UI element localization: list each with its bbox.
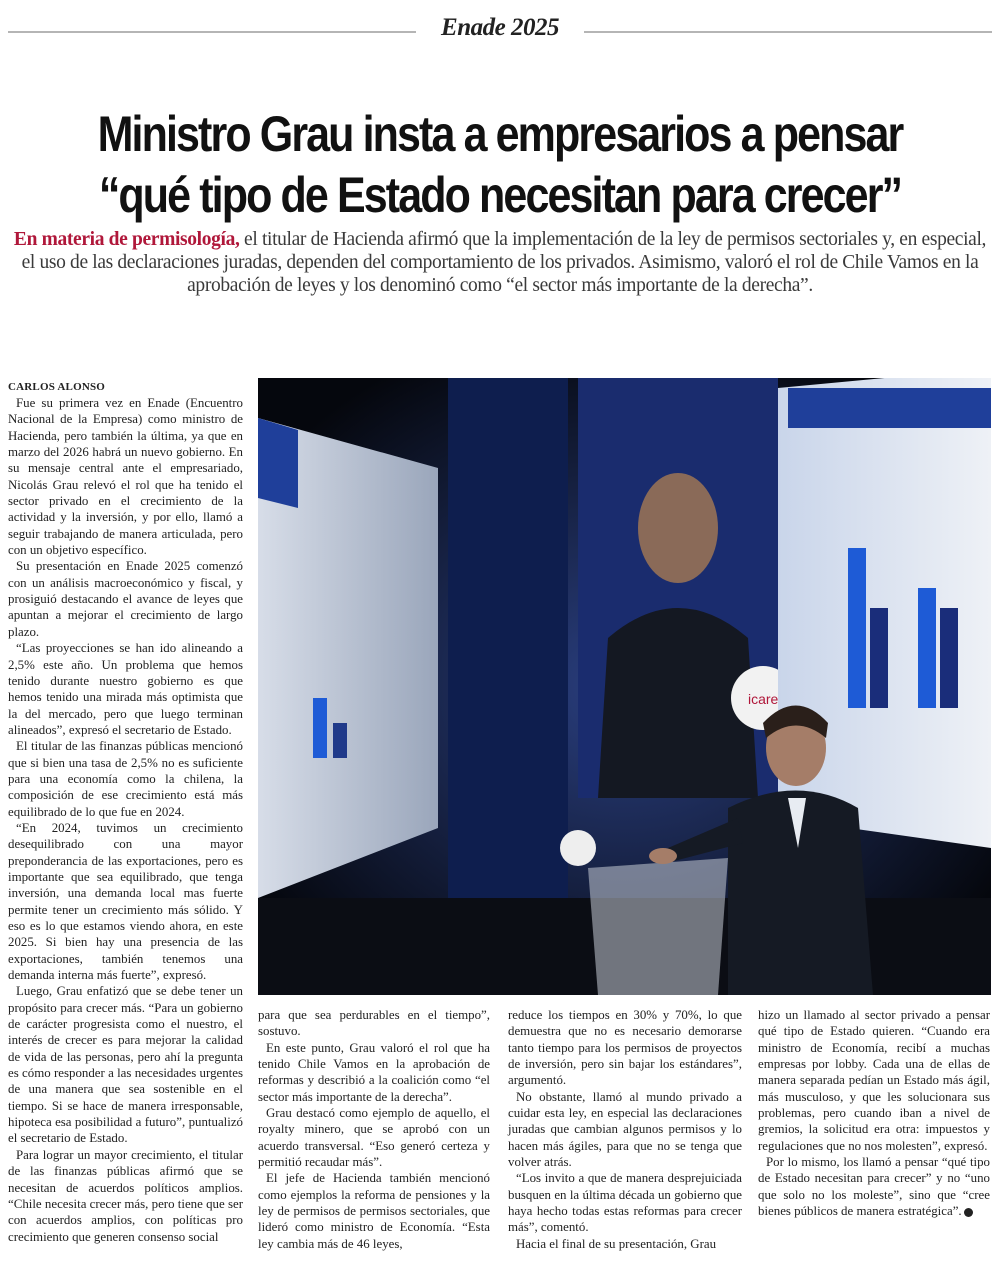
paragraph: El titular de las finanzas públicas menc…	[8, 739, 243, 819]
end-of-article-icon	[963, 1207, 973, 1217]
paragraph: Hacia el final de su presentación, Grau	[516, 1236, 717, 1251]
article-photo: icare	[258, 378, 991, 995]
lead-paragraph: En materia de permisología, el titular d…	[10, 228, 990, 297]
byline: CARLOS ALONSO	[8, 381, 106, 393]
paragraph: para que sea perdurables en el tiempo”, …	[258, 1008, 490, 1039]
paragraph: “Los invito a que de manera desprejuicia…	[508, 1171, 742, 1235]
closing-text: Por lo mismo, los llamó a pensar “qué ti…	[758, 1155, 990, 1219]
paragraph: reduce los tiempos en 30% y 70%, lo que …	[508, 1008, 742, 1088]
section-rule-left	[8, 31, 416, 33]
paragraph: El jefe de Hacienda también mencionó com…	[258, 1171, 490, 1251]
paragraph: En este punto, Grau valoró el rol que ha…	[258, 1040, 490, 1104]
paragraph: No obstante, llamó al mundo privado a cu…	[508, 1089, 742, 1170]
headline: Ministro Grau insta a empresarios a pens…	[0, 104, 1000, 226]
headline-line-1: Ministro Grau insta a empresarios a pens…	[97, 106, 905, 162]
article-column-1: CARLOS ALONSO Fue su primera vez en Enad…	[8, 379, 243, 1245]
paragraph: Por lo mismo, los llamó a pensar “qué ti…	[758, 1154, 990, 1219]
left-screen	[258, 418, 438, 898]
headline-line-2: “qué tipo de Estado necesitan para crece…	[98, 167, 903, 223]
paragraph: Su presentación en Enade 2025 comenzó co…	[8, 559, 243, 639]
paragraph: “Las proyecciones se han ido alineando a…	[8, 641, 243, 737]
article-column-4: hizo un llamado al sector privado a pens…	[758, 1007, 990, 1219]
paragraph: Grau destacó como ejemplo de aquello, el…	[258, 1106, 490, 1170]
paragraph: Fue su primera vez en Enade (Encuentro N…	[8, 396, 243, 558]
speaker-head	[766, 710, 826, 786]
paragraph: “En 2024, tuvimos un crecimiento desequi…	[8, 820, 243, 983]
article-column-2: para que sea perdurables en el tiempo”, …	[258, 1007, 490, 1252]
section-rule-right	[584, 31, 992, 33]
lead-text: el titular de Hacienda afirmó que la imp…	[21, 229, 987, 296]
podium	[588, 858, 728, 995]
section-label: Enade 2025	[441, 14, 559, 41]
paragraph: Para lograr un mayor crecimiento, el tit…	[8, 1147, 243, 1244]
lead-kicker: En materia de permisología,	[13, 229, 240, 250]
article-column-3: reduce los tiempos en 30% y 70%, lo que …	[508, 1007, 742, 1252]
svg-text:icare: icare	[748, 691, 779, 707]
speaker-suit	[728, 790, 873, 995]
paragraph: Luego, Grau enfatizó que se debe tener u…	[8, 984, 243, 1146]
speaker-photo-illustration: icare	[258, 378, 991, 995]
paragraph: hizo un llamado al sector privado a pens…	[758, 1008, 990, 1153]
